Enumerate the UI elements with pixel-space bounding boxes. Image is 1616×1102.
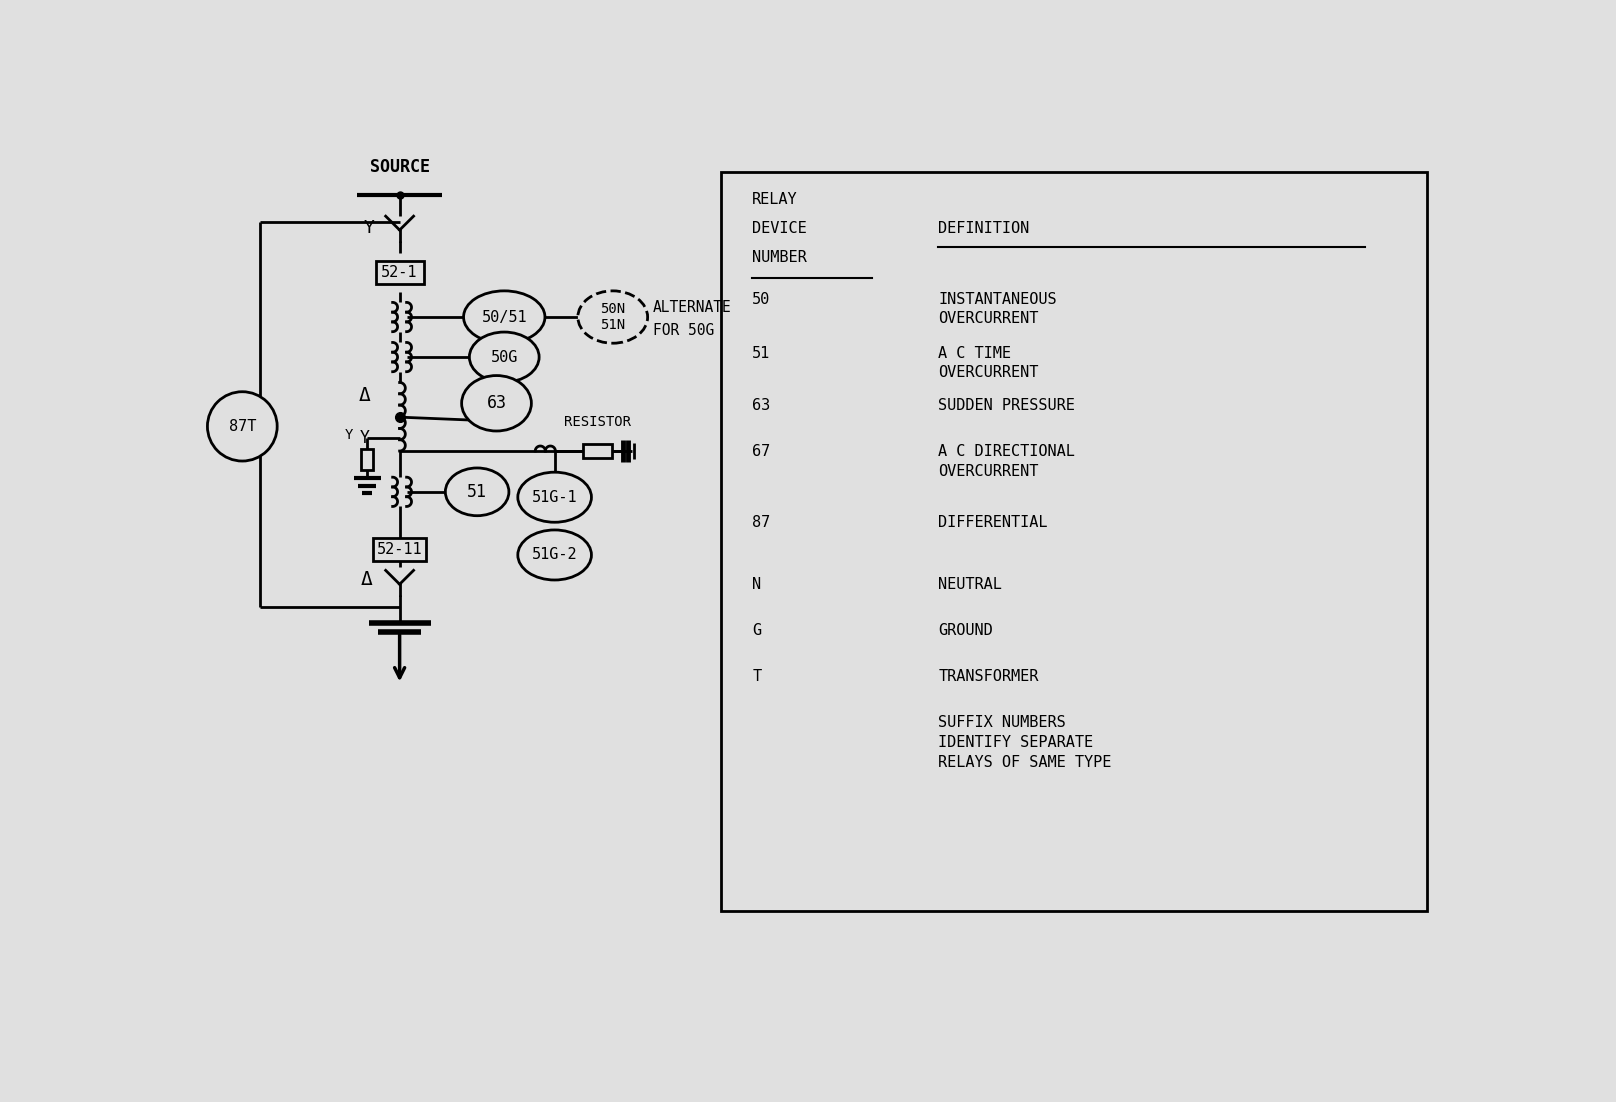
FancyBboxPatch shape: [582, 444, 612, 458]
Text: INSTANTANEOUS
OVERCURRENT: INSTANTANEOUS OVERCURRENT: [939, 292, 1057, 326]
Text: ALTERNATE: ALTERNATE: [653, 300, 732, 314]
Text: TRANSFORMER: TRANSFORMER: [939, 669, 1039, 684]
Text: DEVICE: DEVICE: [753, 220, 806, 236]
Ellipse shape: [464, 291, 545, 343]
Text: Y: Y: [364, 218, 375, 237]
Text: 50/51: 50/51: [482, 310, 527, 325]
Text: DIFFERENTIAL: DIFFERENTIAL: [939, 515, 1047, 530]
Text: 67: 67: [753, 444, 771, 460]
Text: NUMBER: NUMBER: [753, 250, 806, 266]
FancyBboxPatch shape: [721, 172, 1427, 911]
Text: GROUND: GROUND: [939, 623, 992, 638]
Ellipse shape: [579, 291, 648, 343]
Text: Δ: Δ: [359, 386, 370, 406]
Text: 87T: 87T: [228, 419, 255, 434]
Ellipse shape: [517, 530, 591, 580]
Text: 50: 50: [753, 292, 771, 306]
Text: N: N: [753, 576, 761, 592]
Text: T: T: [753, 669, 761, 684]
Text: 87: 87: [753, 515, 771, 530]
Text: Y: Y: [360, 429, 370, 447]
Text: 51G-2: 51G-2: [532, 548, 577, 562]
Text: SOURCE: SOURCE: [370, 158, 430, 176]
Ellipse shape: [469, 332, 540, 382]
Text: Y: Y: [344, 428, 354, 442]
Ellipse shape: [517, 472, 591, 522]
Text: 51G-1: 51G-1: [532, 489, 577, 505]
Ellipse shape: [207, 391, 278, 461]
Text: SUDDEN PRESSURE: SUDDEN PRESSURE: [939, 398, 1075, 413]
Text: 50G: 50G: [491, 349, 519, 365]
Text: 63: 63: [753, 398, 771, 413]
Text: 52-11: 52-11: [377, 542, 422, 558]
FancyBboxPatch shape: [373, 538, 427, 561]
FancyBboxPatch shape: [360, 449, 373, 471]
Ellipse shape: [462, 376, 532, 431]
FancyBboxPatch shape: [375, 261, 423, 284]
Text: DEFINITION: DEFINITION: [939, 220, 1029, 236]
Text: FOR 50G: FOR 50G: [653, 323, 714, 338]
Text: 63: 63: [486, 395, 506, 412]
Text: A C TIME
OVERCURRENT: A C TIME OVERCURRENT: [939, 346, 1039, 380]
Text: 51: 51: [467, 483, 486, 500]
Text: RESISTOR: RESISTOR: [564, 415, 630, 430]
Text: 51: 51: [753, 346, 771, 360]
Text: A C DIRECTIONAL
OVERCURRENT: A C DIRECTIONAL OVERCURRENT: [939, 444, 1075, 479]
Text: NEUTRAL: NEUTRAL: [939, 576, 1002, 592]
Text: SUFFIX NUMBERS
IDENTIFY SEPARATE
RELAYS OF SAME TYPE: SUFFIX NUMBERS IDENTIFY SEPARATE RELAYS …: [939, 715, 1112, 769]
Ellipse shape: [446, 468, 509, 516]
Text: Δ: Δ: [360, 570, 373, 590]
Text: G: G: [753, 623, 761, 638]
Text: 50N
51N: 50N 51N: [600, 302, 625, 332]
Text: 52-1: 52-1: [381, 264, 419, 280]
Text: RELAY: RELAY: [753, 192, 798, 206]
